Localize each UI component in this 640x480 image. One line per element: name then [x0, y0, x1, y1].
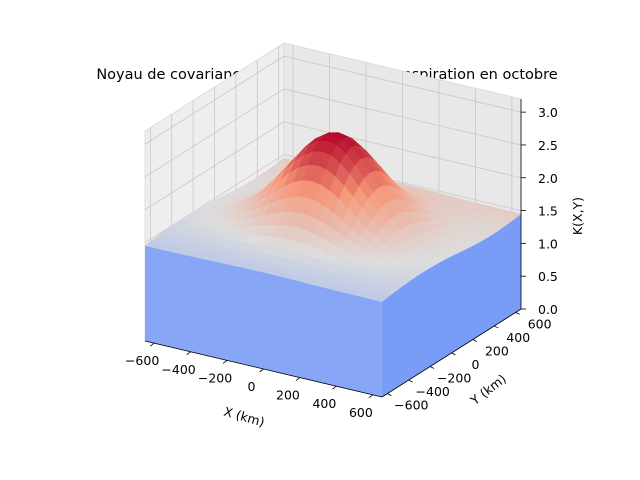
z-axis-label: K(X,Y) — [570, 197, 585, 235]
x-tick-label: −200 — [198, 370, 232, 385]
z-tick-label: 1.5 — [538, 204, 558, 219]
z-tick-label: 0.0 — [538, 302, 558, 317]
y-tick-label: 400 — [506, 330, 530, 345]
y-axis-label: Y (km) — [467, 371, 509, 409]
z-tick-label: 2.0 — [538, 171, 558, 186]
right-wall — [382, 214, 521, 397]
y-tick-label: 200 — [485, 343, 509, 358]
x-tick-label: −400 — [161, 362, 195, 377]
z-tick-label: 2.5 — [538, 138, 558, 153]
y-tick-label: 0 — [472, 357, 480, 372]
y-tick-label: −400 — [416, 384, 450, 399]
y-tick-label: 600 — [528, 316, 552, 331]
surface — [144, 132, 522, 397]
z-tick-label: 0.5 — [538, 269, 558, 284]
x-tick-labels: −600−400−200 0 200 400 600 — [125, 353, 373, 420]
y-tick-label: −200 — [437, 371, 471, 386]
z-tick-labels: 0.0 0.5 1.0 1.5 2.0 2.5 3.0 — [538, 105, 558, 317]
x-tick-label: −600 — [125, 353, 159, 368]
x-tick-label: 600 — [349, 405, 373, 420]
x-axis-label: X (km) — [222, 404, 266, 430]
z-tick-label: 3.0 — [538, 105, 558, 120]
front-wall — [145, 245, 382, 397]
x-tick-label: 400 — [312, 396, 336, 411]
y-tick-label: −600 — [394, 398, 428, 413]
axis-lines — [144, 99, 526, 399]
x-tick-label: 200 — [276, 388, 300, 403]
x-tick-label: 0 — [248, 379, 256, 394]
z-tick-label: 1.0 — [538, 236, 558, 251]
